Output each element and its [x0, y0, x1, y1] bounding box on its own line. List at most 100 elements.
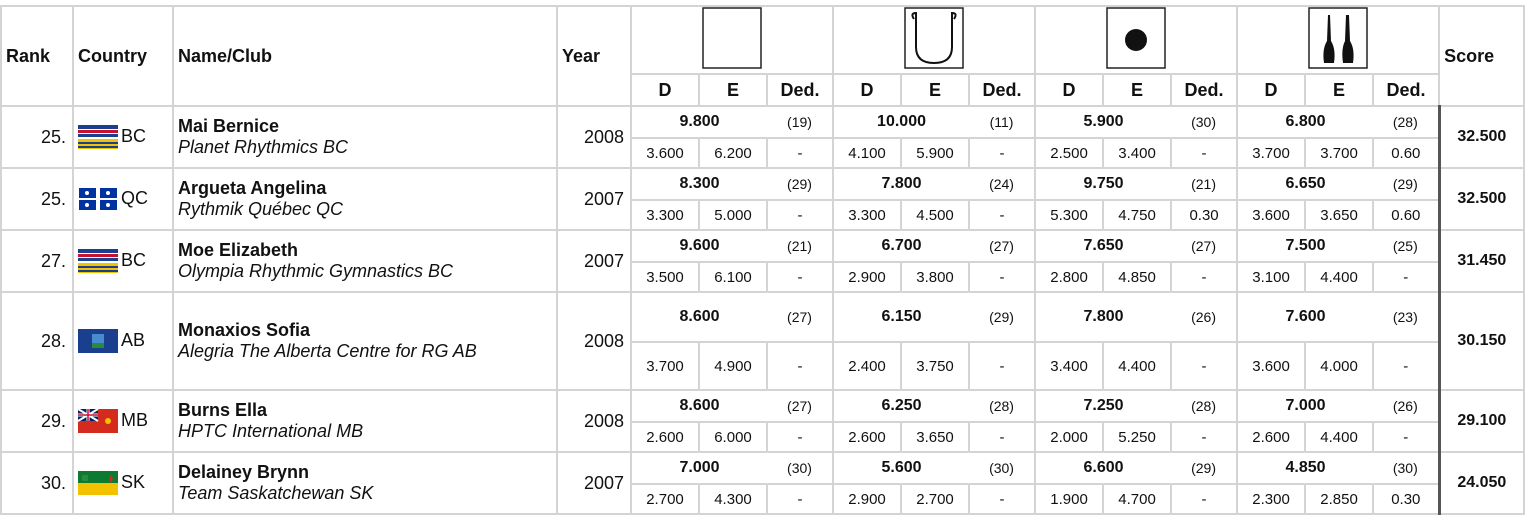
apparatus-d: 2.600: [1236, 421, 1307, 453]
apparatus-place: (29): [969, 291, 1037, 343]
icon-clubs: [1308, 8, 1368, 69]
ball-icon: [1034, 5, 1239, 75]
apparatus-d: 3.700: [1236, 137, 1307, 169]
rank: 25.: [0, 105, 74, 169]
country: SK: [72, 451, 174, 515]
athlete-subrow: 2.700 4.300-2.900 2.700-1.900 4.700-2.300 2.…: [1, 483, 1524, 515]
apparatus-d: 2.900: [832, 483, 903, 515]
flag: [78, 329, 118, 353]
subheader-row: D E Ded. D E Ded. D E Ded. D E Ded.: [1, 73, 1524, 107]
score: 31.450: [1437, 229, 1526, 293]
apparatus-ded: -: [765, 483, 835, 515]
sub-header: Ded.: [765, 73, 835, 107]
apparatus-place: (29): [1171, 451, 1239, 485]
apparatus-place: (28): [1373, 105, 1441, 139]
apparatus-d: 3.300: [832, 199, 903, 231]
rank: 27.: [0, 229, 74, 293]
flag: [78, 125, 118, 149]
athlete-name: Burns Ella: [178, 400, 268, 420]
name-club: Burns Ella HPTC International MB: [172, 389, 558, 453]
apparatus-total: 7.800: [833, 167, 970, 201]
apparatus-total: 7.600: [1237, 291, 1374, 343]
apparatus-place: (27): [1171, 229, 1239, 263]
apparatus-ded: -: [765, 261, 835, 293]
name-club: Delainey Brynn Team Saskatchewan SK: [172, 451, 558, 515]
apparatus-place: (30): [969, 451, 1037, 485]
country-header: Country: [72, 5, 174, 107]
apparatus-e: 4.300: [698, 483, 768, 515]
score: 32.500: [1437, 167, 1526, 231]
apparatus-ded: 0.60: [1372, 137, 1441, 169]
apparatus-total: 6.800: [1237, 105, 1374, 139]
apparatus-e: 3.700: [1304, 137, 1375, 169]
club: Olympia Rhythmic Gymnastics BC: [178, 261, 454, 281]
table-body: 25. BC Mai Bernice Planet Rhythmics BC 2008 9…: [0, 105, 1526, 515]
sub-header: Ded.: [1170, 73, 1239, 107]
apparatus-total: 10.000: [833, 105, 970, 139]
athlete-subrow: 3.500 6.100-2.900 3.800-2.800 4.850-3.100 4.…: [1, 261, 1524, 293]
apparatus-e: 4.900: [698, 341, 768, 391]
rank: 25.: [0, 167, 74, 231]
apparatus-place: (30): [767, 451, 835, 485]
country: BC: [72, 105, 174, 169]
athlete-subrow: 3.600 6.200-4.100 5.900-2.500 3.400-3.700 3.…: [1, 137, 1524, 169]
apparatus-total: 5.900: [1035, 105, 1172, 139]
apparatus-total: 7.500: [1237, 229, 1374, 263]
sub-header: D: [832, 73, 903, 107]
flag: [78, 187, 118, 211]
apparatus-e: 6.100: [698, 261, 768, 293]
apparatus-d: 2.700: [630, 483, 700, 515]
apparatus-d: 3.300: [630, 199, 700, 231]
apparatus-place: (11): [969, 105, 1037, 139]
apparatus-total: 6.600: [1035, 451, 1172, 485]
rank-header: Rank: [0, 5, 74, 107]
province: BC: [121, 249, 147, 270]
name-club: Mai Bernice Planet Rhythmics BC: [172, 105, 558, 169]
apparatus-d: 4.100: [832, 137, 903, 169]
apparatus-e: 5.250: [1102, 421, 1173, 453]
sub-header: E: [1304, 73, 1375, 107]
club: Rythmik Québec QC: [178, 199, 344, 219]
apparatus-ded: 0.60: [1372, 199, 1441, 231]
apparatus-ded: -: [1170, 341, 1239, 391]
apparatus-e: 3.750: [900, 341, 971, 391]
athlete-row: 29. MB Burns Ella HPTC International MB 2008…: [0, 389, 1526, 453]
athlete-row: 25. QC Argueta Angelina Rythmik Québec QC 20…: [0, 167, 1526, 231]
sub-header: Ded.: [1372, 73, 1441, 107]
club: HPTC International MB: [178, 421, 364, 441]
flag: [78, 471, 118, 495]
apparatus-d: 3.400: [1034, 341, 1105, 391]
apparatus-total: 7.250: [1035, 389, 1172, 423]
icon-ball: [1106, 8, 1166, 69]
apparatus-place: (19): [767, 105, 835, 139]
country: MB: [72, 389, 174, 453]
apparatus-total: 8.600: [631, 389, 767, 423]
apparatus-place: (24): [969, 167, 1037, 201]
apparatus-place: (29): [767, 167, 835, 201]
apparatus-ded: -: [1170, 261, 1239, 293]
apparatus-place: (26): [1171, 291, 1239, 343]
apparatus-place: (21): [1171, 167, 1239, 201]
apparatus-d: 2.600: [630, 421, 700, 453]
score: 24.050: [1437, 451, 1526, 515]
year: 2008: [556, 389, 632, 453]
apparatus-place: (30): [1171, 105, 1239, 139]
header-row: Rank Country Name/Club Year Score: [0, 5, 1526, 107]
apparatus-d: 3.100: [1236, 261, 1307, 293]
name-header: Name/Club: [172, 5, 558, 107]
apparatus-d: 3.600: [1236, 199, 1307, 231]
apparatus-d: 2.900: [832, 261, 903, 293]
apparatus-e: 5.000: [698, 199, 768, 231]
flag: [78, 249, 118, 273]
results-table: Rank Country Name/Club Year Score D E Ded.…: [0, 5, 1526, 515]
apparatus-ded: 0.30: [1170, 199, 1239, 231]
apparatus-e: 4.850: [1102, 261, 1173, 293]
apparatus-ded: -: [765, 199, 835, 231]
apparatus-ded: -: [765, 421, 835, 453]
athlete-name: Monaxios Sofia: [178, 320, 311, 340]
apparatus-ded: -: [765, 137, 835, 169]
apparatus-ded: -: [968, 483, 1037, 515]
athlete-subrow: 3.700 4.900-2.400 3.750-3.400 4.400-3.600 4.…: [1, 341, 1524, 391]
year: 2008: [556, 291, 632, 391]
